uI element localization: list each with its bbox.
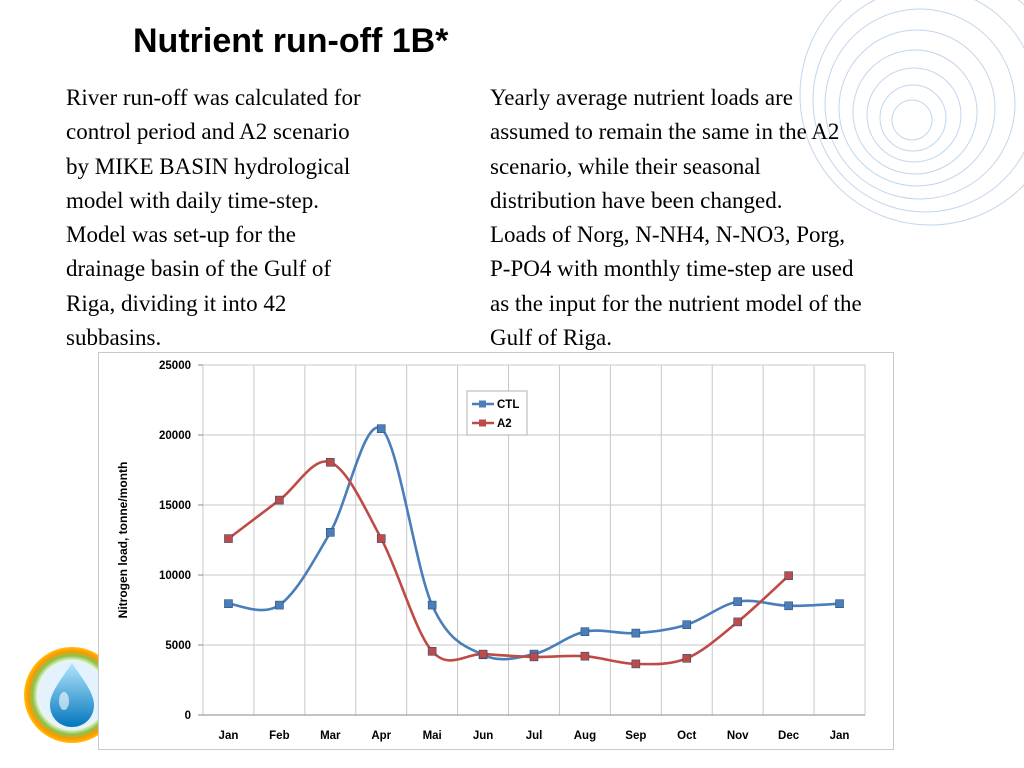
x-tick-label: Dec	[778, 730, 800, 742]
data-point-a2	[631, 659, 641, 669]
data-point-a2	[580, 651, 590, 661]
x-tick-label: Jan	[219, 730, 239, 742]
y-axis-label: Nitrogen load, tonne/month	[116, 462, 130, 619]
data-point-ctl	[427, 600, 437, 610]
data-point-a2	[275, 495, 284, 505]
data-point-ctl	[733, 597, 742, 606]
x-tick-label: Feb	[269, 730, 289, 742]
left-text-line: drainage basin of the Gulf of	[66, 256, 332, 282]
chart-series	[224, 424, 844, 669]
y-tick-label: 10000	[159, 570, 191, 582]
data-point-ctl	[835, 599, 844, 608]
data-point-ctl	[682, 620, 692, 630]
y-tick-label: 0	[185, 710, 191, 722]
nitrogen-load-chart: 0 5000 10000 15000 20000 25000 Jan Feb Mar Apr Ma…	[98, 352, 894, 750]
right-text-line: assumed to remain the same in the A2	[490, 119, 840, 145]
left-text-line: subbasins.	[66, 325, 162, 351]
left-text-line: by MIKE BASIN hydrological	[66, 153, 351, 179]
left-text-line: model with daily time-step.	[66, 187, 319, 213]
left-text-line: Riga, dividing it into 42	[66, 290, 287, 316]
legend-box	[466, 390, 528, 436]
legend-label-a2: A2	[497, 418, 512, 430]
x-tick-label: Jul	[526, 730, 543, 742]
x-tick-label: Apr	[371, 730, 391, 742]
x-tick-label: Mar	[320, 730, 341, 742]
x-tick-label: Nov	[727, 730, 749, 742]
data-point-ctl	[275, 600, 284, 610]
right-text-line: Gulf of Riga.	[490, 325, 613, 351]
x-tick-label: Jan	[830, 730, 850, 742]
data-point-ctl	[224, 599, 233, 608]
x-tick-label: Sep	[625, 730, 646, 742]
y-tick-label: 20000	[159, 430, 191, 442]
data-point-a2	[784, 571, 793, 580]
y-tick-label: 5000	[165, 640, 191, 652]
chart-grid	[198, 364, 866, 716]
right-text-line: Yearly average nutrient loads are	[490, 85, 793, 110]
page-title: Nutrient run-off 1B*	[133, 22, 449, 60]
left-text-line: control period and A2 scenario	[66, 119, 350, 145]
data-point-a2	[733, 617, 742, 627]
right-text-line: P-PO4 with monthly time-step are used	[490, 256, 854, 282]
data-point-a2	[224, 534, 233, 543]
data-point-ctl	[784, 601, 793, 611]
left-text-line: Model was set-up for the	[66, 222, 296, 248]
data-point-ctl	[580, 627, 590, 637]
x-tick-label: Mai	[423, 730, 442, 742]
legend-label-ctl: CTL	[497, 399, 519, 411]
data-point-a2	[376, 534, 386, 543]
water-drop-logo-icon	[24, 647, 120, 743]
y-axis-ticks: 0 5000 10000 15000 20000 25000	[159, 360, 191, 722]
data-point-ctl	[631, 628, 641, 638]
left-text-column: River run-off was calculated for control…	[66, 81, 361, 355]
legend-marker-a2	[479, 419, 486, 427]
x-tick-label: Aug	[574, 730, 596, 742]
right-text-line: scenario, while their seasonal	[490, 153, 761, 179]
data-point-a2	[682, 653, 692, 663]
right-text-column: Yearly average nutrient loads are assume…	[490, 81, 862, 355]
data-point-a2	[529, 652, 539, 662]
y-tick-label: 15000	[159, 500, 191, 512]
data-point-a2	[478, 649, 488, 659]
chart-legend: CTL A2	[466, 390, 528, 436]
data-point-a2	[427, 646, 437, 656]
data-point-a2	[326, 458, 335, 467]
y-tick-label: 25000	[159, 360, 191, 372]
x-tick-label: Oct	[677, 730, 696, 742]
right-text-line: Loads of Norg, N-NH4, N-NO3, Porg,	[490, 222, 845, 248]
right-text-line: distribution have been changed.	[490, 187, 783, 213]
x-axis-ticks: Jan Feb Mar Apr Mai Jun Jul Aug Sep Oct Nov Dec Jan	[219, 730, 850, 742]
data-point-ctl	[326, 528, 335, 537]
data-point-ctl	[376, 424, 386, 433]
left-text-line: River run-off was calculated for	[66, 85, 361, 110]
legend-marker-ctl	[479, 400, 486, 408]
x-tick-label: Jun	[473, 730, 493, 742]
right-text-line: as the input for the nutrient model of t…	[490, 290, 862, 316]
chart-svg: 0 5000 10000 15000 20000 25000 Jan Feb Mar Apr Ma…	[116, 360, 866, 742]
